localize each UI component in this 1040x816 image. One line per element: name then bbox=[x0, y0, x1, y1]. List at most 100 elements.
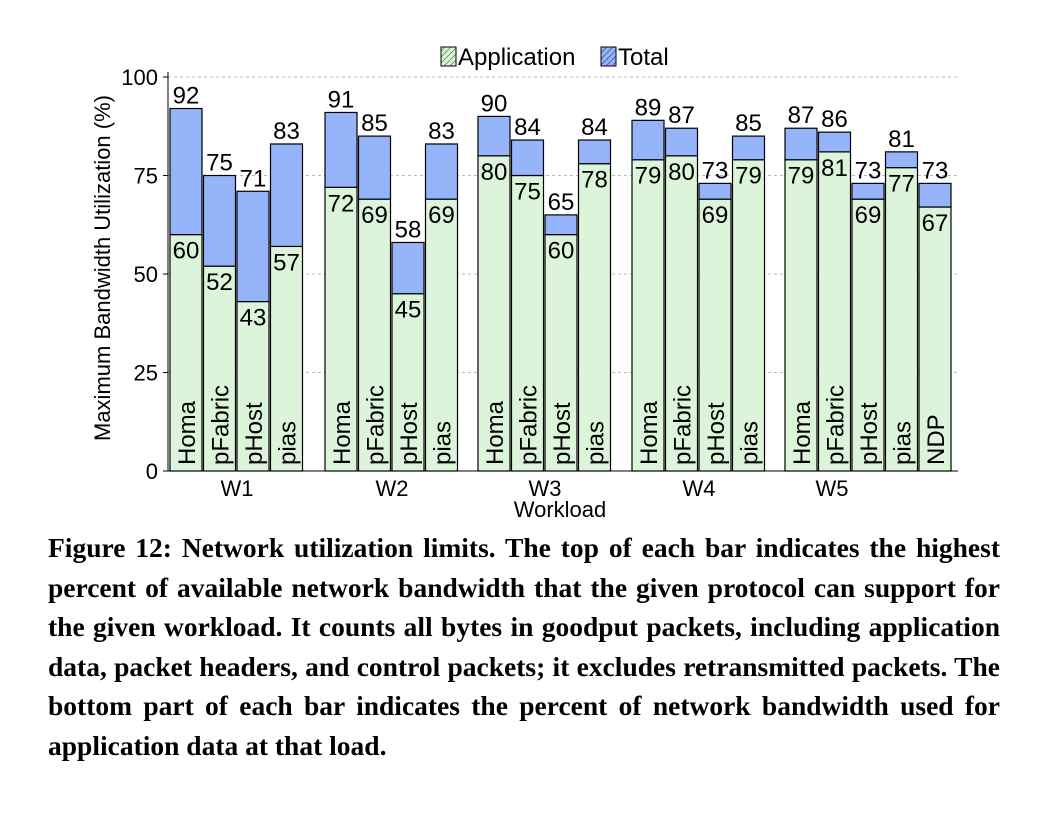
protocol-label: Homa bbox=[482, 400, 509, 465]
total-value-label: 73 bbox=[855, 157, 882, 184]
application-bar-segment bbox=[544, 234, 578, 472]
protocol-label: pFabric bbox=[670, 385, 697, 465]
x-group-label: W3 bbox=[529, 476, 562, 501]
total-bar-segment bbox=[698, 182, 732, 200]
application-bar-segment bbox=[817, 151, 852, 472]
application-value-label: 69 bbox=[428, 202, 455, 229]
application-value-label: 60 bbox=[173, 238, 200, 265]
total-value-label: 85 bbox=[735, 110, 762, 137]
total-bar-segment bbox=[884, 151, 919, 169]
total-value-label: 89 bbox=[635, 94, 662, 121]
protocol-label: pias bbox=[430, 421, 457, 465]
total-value-label: 81 bbox=[888, 126, 915, 153]
legend-swatch-application bbox=[440, 46, 457, 67]
application-value-label: 77 bbox=[888, 171, 915, 198]
total-value-label: 83 bbox=[273, 118, 300, 145]
application-value-label: 57 bbox=[273, 249, 300, 276]
total-bar-segment bbox=[544, 214, 578, 236]
figure-caption: Figure 12: Network utilization limits. T… bbox=[48, 532, 1000, 761]
total-value-label: 84 bbox=[514, 114, 541, 141]
total-bar-segment bbox=[202, 174, 237, 267]
application-value-label: 78 bbox=[581, 167, 608, 194]
protocol-label: pFabric bbox=[208, 385, 235, 465]
protocol-label: Homa bbox=[789, 400, 816, 465]
application-bar-segment bbox=[851, 198, 885, 472]
application-bar-segment bbox=[577, 163, 612, 472]
application-bar-segment bbox=[884, 167, 919, 472]
total-value-label: 73 bbox=[922, 157, 949, 184]
application-value-label: 79 bbox=[635, 163, 662, 190]
protocol-label: NDP bbox=[923, 414, 950, 465]
y-tick-label: 0 bbox=[146, 459, 158, 484]
application-value-label: 75 bbox=[514, 179, 541, 206]
application-value-label: 69 bbox=[855, 202, 882, 229]
application-bar-segment bbox=[269, 245, 304, 472]
x-group-label: W4 bbox=[683, 476, 716, 501]
total-value-label: 84 bbox=[581, 114, 608, 141]
total-bar-segment bbox=[784, 127, 818, 161]
x-group-label: W1 bbox=[221, 476, 254, 501]
application-bar-segment bbox=[918, 206, 952, 472]
total-bar-segment bbox=[577, 139, 612, 165]
protocol-label: pias bbox=[583, 421, 610, 465]
application-value-label: 79 bbox=[735, 163, 762, 190]
protocol-label: pHost bbox=[241, 402, 268, 465]
total-value-label: 71 bbox=[240, 165, 267, 192]
total-value-label: 73 bbox=[702, 157, 729, 184]
y-tick-label: 50 bbox=[134, 262, 158, 287]
total-value-label: 75 bbox=[206, 150, 233, 177]
total-bar-segment bbox=[631, 119, 665, 161]
total-bar-segment bbox=[664, 127, 699, 157]
total-value-label: 86 bbox=[821, 106, 848, 133]
total-bar-segment bbox=[510, 139, 545, 177]
total-bar-segment bbox=[424, 143, 459, 200]
y-tick-label: 75 bbox=[134, 164, 158, 189]
application-value-label: 69 bbox=[361, 202, 388, 229]
application-bar-segment bbox=[202, 265, 237, 472]
application-value-label: 80 bbox=[668, 159, 695, 186]
total-bar-segment bbox=[391, 241, 425, 295]
total-value-label: 87 bbox=[788, 102, 815, 129]
protocol-label: pHost bbox=[549, 402, 576, 465]
y-tick-label: 100 bbox=[121, 65, 158, 90]
total-value-label: 65 bbox=[548, 189, 575, 216]
x-group-label: W5 bbox=[816, 476, 849, 501]
total-bar-segment bbox=[324, 111, 358, 188]
legend-swatch-total bbox=[600, 46, 617, 67]
total-value-label: 90 bbox=[481, 90, 508, 117]
application-bar-segment bbox=[357, 198, 392, 472]
protocol-label: pHost bbox=[396, 402, 423, 465]
total-bar-segment bbox=[477, 115, 511, 157]
legend-label-application: Application bbox=[458, 44, 575, 71]
application-bar-segment bbox=[731, 159, 766, 472]
protocol-label: pFabric bbox=[823, 385, 850, 465]
protocol-label: Homa bbox=[636, 400, 663, 465]
protocol-label: pFabric bbox=[363, 385, 390, 465]
application-value-label: 79 bbox=[788, 163, 815, 190]
application-bar-segment bbox=[784, 159, 818, 472]
application-value-label: 67 bbox=[922, 210, 949, 237]
total-bar-segment bbox=[817, 131, 852, 153]
legend: Application Total bbox=[440, 44, 669, 71]
total-bar-segment bbox=[236, 190, 270, 303]
total-bar-segment bbox=[731, 135, 766, 161]
y-tick-label: 25 bbox=[134, 361, 158, 386]
bandwidth-utilization-chart: 92 60 Homa 75 52 pFabric 71 43 pHost 83 57 pias 91 72… bbox=[90, 44, 958, 522]
application-value-label: 45 bbox=[395, 297, 422, 324]
application-value-label: 72 bbox=[328, 190, 355, 217]
total-value-label: 58 bbox=[395, 216, 422, 243]
application-bar-segment bbox=[424, 198, 459, 472]
x-axis-title: Workload bbox=[514, 497, 607, 522]
application-value-label: 69 bbox=[702, 202, 729, 229]
application-value-label: 60 bbox=[548, 238, 575, 265]
y-axis-title: Maximum Bandwidth Utilization (%) bbox=[90, 95, 115, 441]
application-value-label: 52 bbox=[206, 269, 233, 296]
protocol-label: pias bbox=[737, 421, 764, 465]
total-value-label: 91 bbox=[328, 86, 355, 113]
protocol-label: pHost bbox=[703, 402, 730, 465]
x-group-label: W2 bbox=[376, 476, 409, 501]
protocol-label: pFabric bbox=[516, 385, 543, 465]
total-bar-segment bbox=[169, 107, 203, 236]
legend-label-total: Total bbox=[618, 44, 669, 71]
